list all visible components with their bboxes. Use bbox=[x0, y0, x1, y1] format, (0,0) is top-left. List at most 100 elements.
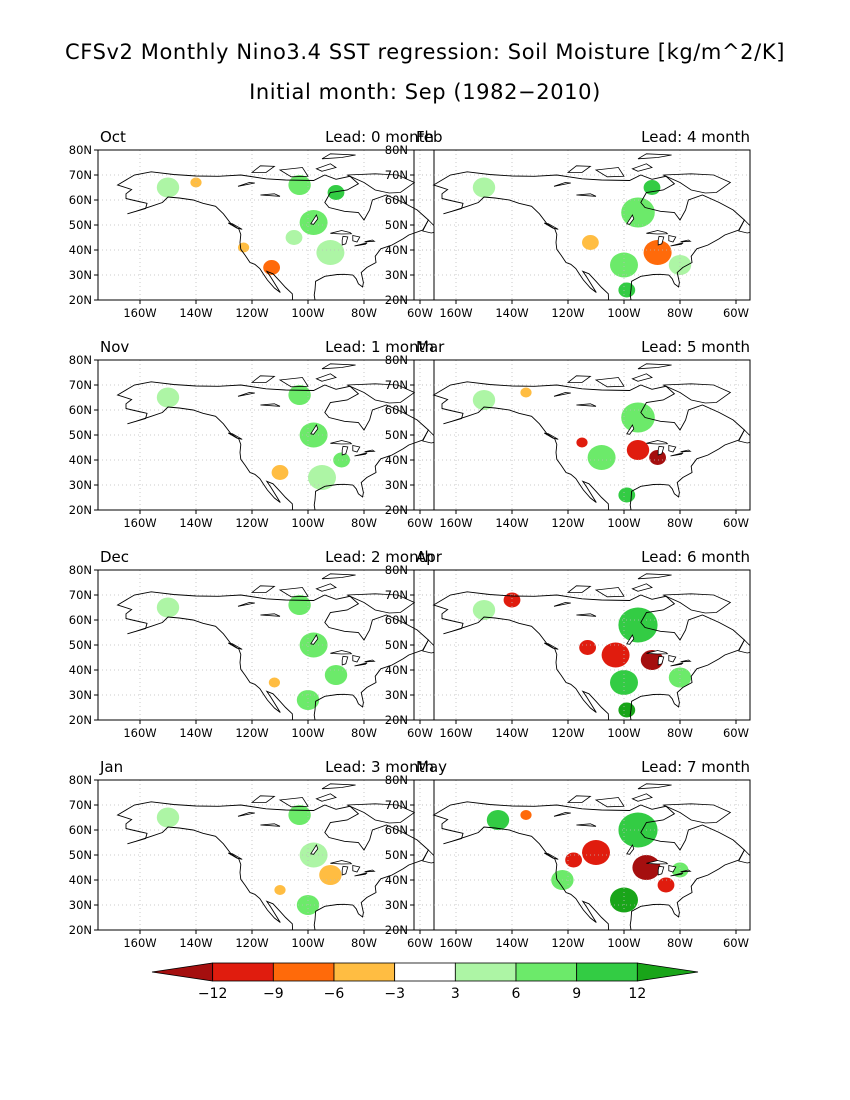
anomaly-patch bbox=[520, 387, 532, 398]
island-outline bbox=[631, 163, 653, 172]
island-outline bbox=[738, 639, 750, 654]
lake-outline bbox=[260, 823, 281, 827]
lat-tick-label: 30N bbox=[69, 268, 92, 282]
lat-tick-label: 20N bbox=[385, 923, 408, 937]
lon-tick-label: 60W bbox=[723, 516, 749, 530]
lat-tick-label: 50N bbox=[69, 638, 92, 652]
panel-month-label: Mar bbox=[416, 338, 445, 356]
lake-outline bbox=[260, 403, 281, 407]
lat-tick-label: 50N bbox=[385, 848, 408, 862]
lat-tick-label: 40N bbox=[385, 453, 408, 467]
island-outline bbox=[278, 587, 309, 598]
anomaly-patch bbox=[657, 877, 675, 893]
lake-outline bbox=[670, 242, 684, 247]
colorbar-segment bbox=[636, 962, 699, 982]
lake-outline bbox=[576, 403, 597, 407]
anomaly-patch bbox=[486, 810, 510, 830]
lake-outline bbox=[553, 392, 571, 397]
lat-tick-label: 40N bbox=[385, 873, 408, 887]
lon-tick-label: 160W bbox=[123, 516, 156, 530]
island-outline bbox=[594, 167, 625, 178]
lake-outline bbox=[364, 659, 376, 663]
panel-month-label: Nov bbox=[100, 338, 129, 356]
anomaly-patch bbox=[579, 640, 596, 655]
island-outline bbox=[347, 173, 416, 194]
lat-tick-label: 20N bbox=[69, 713, 92, 727]
island-outline bbox=[315, 583, 337, 592]
lon-tick-label: 80W bbox=[667, 726, 693, 740]
lat-tick-label: 40N bbox=[69, 873, 92, 887]
lake-outline bbox=[626, 214, 635, 225]
lat-tick-label: 80N bbox=[69, 563, 92, 577]
panel-month-label: May bbox=[416, 758, 447, 776]
island-outline bbox=[422, 219, 434, 234]
anomaly-patch bbox=[640, 650, 664, 670]
lon-tick-label: 60W bbox=[407, 516, 433, 530]
anomaly-patch bbox=[610, 252, 638, 278]
lat-tick-label: 80N bbox=[385, 353, 408, 367]
colorbar-segment bbox=[576, 962, 638, 982]
island-outline bbox=[227, 642, 243, 650]
island-outline bbox=[738, 219, 750, 234]
island-outline bbox=[347, 383, 416, 404]
lat-tick-label: 60N bbox=[69, 613, 92, 627]
lon-tick-label: 120W bbox=[551, 936, 584, 950]
lake-outline bbox=[364, 239, 376, 243]
island-outline bbox=[315, 793, 337, 802]
lake-outline bbox=[330, 650, 353, 655]
anomaly-patch bbox=[156, 807, 180, 828]
lat-tick-label: 70N bbox=[69, 378, 92, 392]
coastline bbox=[432, 381, 745, 510]
lake-outline bbox=[657, 865, 665, 876]
island-outline bbox=[227, 852, 243, 860]
lon-tick-label: 120W bbox=[551, 726, 584, 740]
anomaly-patch bbox=[299, 632, 328, 658]
lon-tick-label: 160W bbox=[439, 726, 472, 740]
lat-tick-label: 70N bbox=[385, 378, 408, 392]
lat-tick-label: 40N bbox=[385, 243, 408, 257]
coastline bbox=[432, 801, 745, 930]
lon-tick-label: 140W bbox=[179, 516, 212, 530]
panel-month-label: Oct bbox=[100, 128, 126, 146]
panel-month-label: Feb bbox=[416, 128, 443, 146]
island-outline bbox=[227, 222, 243, 230]
island-outline bbox=[543, 642, 559, 650]
anomaly-patch bbox=[308, 465, 336, 490]
lat-tick-label: 80N bbox=[69, 773, 92, 787]
anomaly-patch bbox=[299, 422, 328, 448]
panel-lead-label: Lead: 1 month bbox=[325, 338, 434, 356]
anomaly-patch bbox=[668, 255, 692, 275]
lon-tick-label: 120W bbox=[235, 726, 268, 740]
lat-tick-label: 60N bbox=[69, 823, 92, 837]
lat-tick-label: 80N bbox=[385, 143, 408, 157]
lon-tick-label: 140W bbox=[495, 516, 528, 530]
lat-tick-label: 70N bbox=[69, 798, 92, 812]
lat-tick-label: 30N bbox=[69, 688, 92, 702]
anomaly-patch bbox=[520, 810, 532, 820]
lat-tick-label: 70N bbox=[385, 168, 408, 182]
lake-outline bbox=[680, 239, 692, 243]
coastline bbox=[432, 591, 745, 720]
lake-outline bbox=[576, 193, 597, 197]
panel-lead-label: Lead: 5 month bbox=[641, 338, 750, 356]
anomaly-patch bbox=[156, 387, 180, 408]
lake-outline bbox=[341, 445, 349, 456]
island-outline bbox=[594, 587, 625, 598]
lake-outline bbox=[352, 655, 361, 663]
lon-tick-label: 140W bbox=[495, 306, 528, 320]
coastline bbox=[116, 381, 429, 510]
lon-tick-label: 120W bbox=[235, 306, 268, 320]
lon-tick-label: 100W bbox=[291, 516, 324, 530]
lake-outline bbox=[330, 440, 353, 445]
lake-outline bbox=[680, 869, 692, 873]
lon-tick-label: 80W bbox=[667, 516, 693, 530]
lat-tick-label: 30N bbox=[385, 268, 408, 282]
lake-outline bbox=[657, 655, 665, 666]
island-outline bbox=[738, 849, 750, 864]
island-outline bbox=[422, 429, 434, 444]
lat-tick-label: 30N bbox=[69, 898, 92, 912]
island-outline bbox=[250, 795, 276, 803]
lake-outline bbox=[354, 452, 368, 457]
